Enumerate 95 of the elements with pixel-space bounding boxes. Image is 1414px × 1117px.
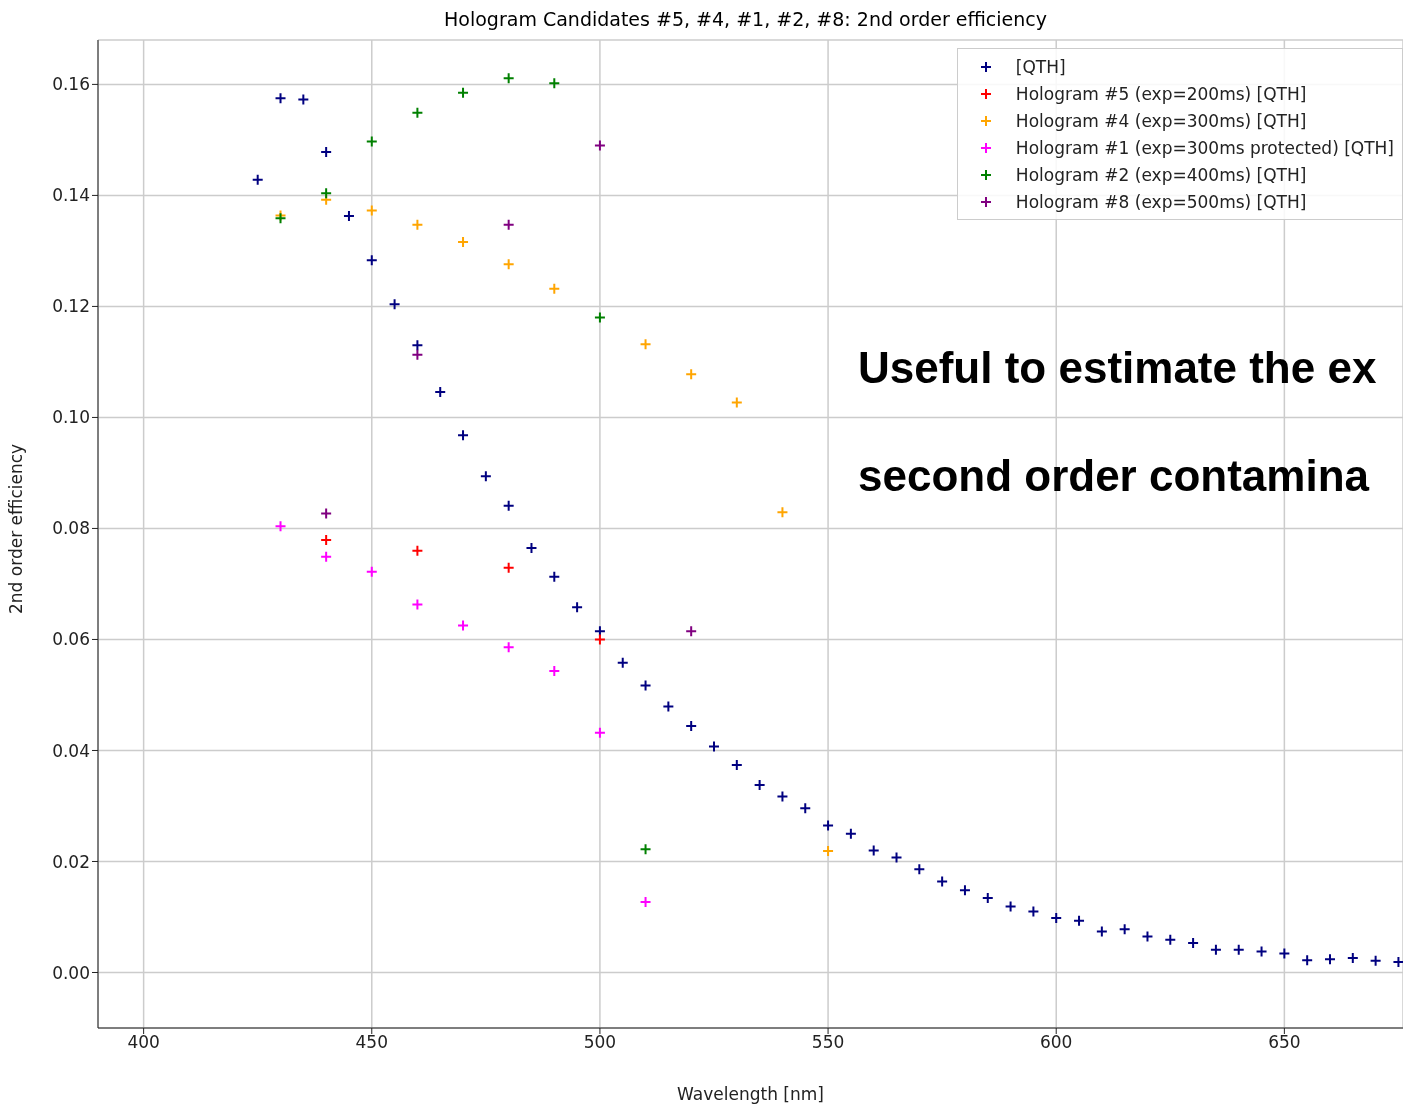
point	[867, 844, 880, 857]
point	[1004, 900, 1017, 913]
point	[730, 396, 743, 409]
point	[411, 339, 424, 352]
point	[1118, 923, 1131, 936]
point	[411, 348, 424, 361]
x-tick-label: 650	[1268, 1032, 1301, 1053]
point	[1232, 943, 1245, 956]
legend-label: Hologram #8 (exp=500ms) [QTH]	[1015, 191, 1307, 212]
point	[297, 93, 310, 106]
point	[365, 254, 378, 267]
x-tick-label: 500	[583, 1032, 617, 1053]
y-axis-title: 2nd order efficiency	[6, 443, 27, 614]
point	[479, 470, 492, 483]
point	[639, 679, 652, 692]
point	[1278, 947, 1291, 960]
point	[411, 218, 424, 231]
y-tick-label: 0.16	[52, 74, 90, 95]
legend-label: Hologram #2 (exp=400ms) [QTH]	[1015, 164, 1307, 185]
point	[776, 506, 789, 519]
point	[365, 565, 378, 578]
point	[548, 570, 561, 583]
point	[1164, 933, 1177, 946]
x-tick-label: 550	[811, 1032, 845, 1053]
point	[616, 656, 629, 669]
point	[799, 802, 812, 815]
point	[639, 843, 652, 856]
point	[320, 550, 333, 563]
point	[411, 106, 424, 119]
point	[502, 641, 515, 654]
point	[457, 619, 470, 632]
annotation: second order contamina	[858, 451, 1370, 501]
chart-title: Hologram Candidates #5, #4, #1, #2, #8: 2nd order efficiency	[443, 8, 1048, 32]
point	[1141, 930, 1154, 943]
legend-label: Hologram #5 (exp=200ms) [QTH]	[1015, 83, 1307, 104]
point	[958, 884, 971, 897]
point	[685, 368, 698, 381]
point	[502, 258, 515, 271]
point	[685, 625, 698, 638]
point	[822, 819, 835, 832]
point	[593, 139, 606, 152]
point	[571, 601, 584, 614]
annotation: Useful to estimate the ex	[858, 343, 1377, 393]
point	[708, 740, 720, 753]
point	[913, 863, 926, 876]
y-tick-label: 0.08	[52, 518, 90, 539]
point	[365, 135, 378, 148]
point	[639, 338, 652, 351]
point	[639, 896, 652, 908]
x-tick-label: 600	[1039, 1032, 1073, 1053]
point	[593, 633, 606, 646]
legend-label: Hologram #1 (exp=300ms protected) [QTH]	[1015, 137, 1394, 158]
legend-label: Hologram #4 (exp=300ms) [QTH]	[1015, 110, 1307, 131]
point	[936, 875, 949, 888]
point	[274, 92, 287, 105]
point	[1073, 914, 1086, 927]
y-tick-label: 0.10	[52, 407, 90, 428]
point	[365, 204, 378, 217]
point	[1095, 925, 1108, 938]
y-tick-label: 0.12	[52, 296, 90, 317]
point	[502, 72, 515, 85]
point	[548, 77, 561, 90]
point	[502, 218, 515, 231]
point	[320, 187, 333, 200]
y-tick-label: 0.04	[52, 740, 90, 761]
legend-label: [QTH]	[1015, 56, 1066, 77]
point	[320, 507, 333, 520]
x-tick-label: 450	[355, 1032, 388, 1053]
point	[251, 173, 264, 186]
point	[457, 429, 470, 442]
point	[274, 520, 287, 533]
point	[1301, 954, 1314, 967]
point	[890, 851, 903, 864]
point	[411, 598, 424, 611]
point	[662, 700, 675, 713]
point	[593, 726, 606, 739]
x-tick-label: 400	[127, 1032, 160, 1053]
point	[502, 561, 515, 574]
point	[388, 298, 401, 311]
point	[411, 544, 424, 557]
point	[1369, 954, 1382, 967]
point	[1255, 945, 1268, 958]
point	[1209, 943, 1222, 956]
x-axis-title: Wavelength [nm]	[677, 1084, 824, 1104]
point	[844, 827, 857, 840]
point	[776, 790, 789, 803]
y-tick-label: 0.14	[52, 185, 90, 206]
y-tick-label: 0.02	[52, 851, 90, 872]
point	[502, 499, 515, 512]
point	[457, 86, 470, 99]
point	[548, 282, 561, 295]
y-tick-label: 0.06	[52, 629, 90, 650]
y-tick-label: 0.00	[52, 962, 90, 983]
point	[593, 311, 606, 324]
point	[1027, 905, 1040, 918]
